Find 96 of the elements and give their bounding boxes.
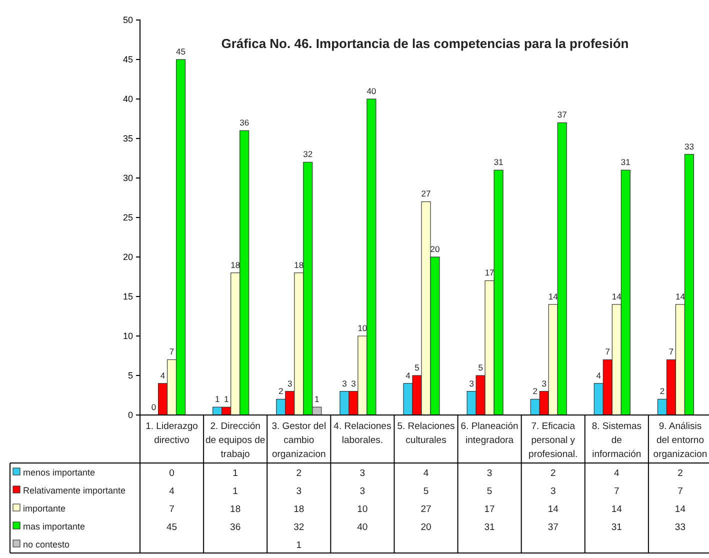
y-tick-label: 35 — [122, 133, 133, 144]
text: 4 — [406, 370, 410, 380]
y-tick-label: 50 — [122, 14, 133, 25]
y-tick-label: 10 — [122, 330, 133, 341]
x-tick-label: 7. Eficacia personal y profesional. — [528, 421, 578, 460]
x-tick-label: 2. Dirección de equipos de trabajo — [205, 421, 266, 460]
data-label: 1 — [232, 486, 238, 497]
data-label: 14 — [548, 504, 558, 515]
text: 33 — [684, 141, 694, 152]
text: Gráfica No. 46. Importancia de las competencias para la profesión — [221, 36, 629, 51]
legend-label: Relativamente importante — [23, 486, 126, 496]
data-label: 36 — [230, 522, 241, 533]
data-label: 2 — [550, 468, 556, 479]
x-tick-label: 4. Relaciones laborales. — [334, 421, 392, 446]
y-tick-label: 40 — [122, 94, 133, 104]
x-tick-label: 9. Análisis del entorno organizacion — [653, 421, 708, 460]
text: 3 — [542, 378, 546, 388]
data-label: 33 — [674, 522, 686, 533]
y-tick-label: 20 — [122, 252, 133, 262]
data-label: 2 — [678, 468, 683, 479]
text: 32 — [303, 149, 313, 160]
data-label: 1 — [232, 468, 238, 479]
text: 7 — [605, 346, 610, 357]
text: 27 — [421, 188, 431, 199]
data-label: 3 — [360, 468, 366, 479]
data-label: 40 — [357, 522, 368, 533]
text: 37 — [557, 110, 567, 120]
x-tick-label: 8. Sistemas de información — [592, 421, 642, 460]
text: 3 — [469, 378, 474, 388]
data-label: 27 — [420, 504, 432, 515]
text: 7 — [169, 346, 174, 357]
text: 14 — [612, 291, 622, 302]
x-tick-label: 3. Gestor del cambio organizacion — [272, 421, 326, 460]
text: 40 — [366, 86, 376, 96]
data-label: 3 — [550, 486, 556, 497]
data-label: 3 — [296, 486, 302, 497]
legend-label: mas importante — [23, 522, 86, 532]
data-label: 7 — [614, 486, 620, 497]
text: 4 — [596, 370, 602, 380]
text: 4 — [160, 370, 166, 380]
data-label: 45 — [166, 522, 178, 533]
legend-label: importante — [23, 504, 66, 514]
text: 2 — [532, 386, 538, 396]
data-label: 1 — [314, 394, 320, 404]
legend-label: menos importante — [23, 468, 96, 478]
data-label: 4 — [423, 468, 429, 479]
text: 31 — [494, 157, 504, 168]
data-label: 3 — [486, 468, 492, 479]
data-label: 4 — [614, 468, 620, 479]
data-label: 7 — [678, 486, 683, 497]
data-label: 10 — [357, 504, 368, 515]
data-label: 5 — [423, 486, 429, 497]
text: 2 — [278, 386, 284, 396]
text: 36 — [240, 118, 250, 128]
data-label: 18 — [230, 504, 241, 515]
text: 2 — [660, 386, 665, 396]
y-tick-label: 45 — [122, 54, 133, 64]
text: 5 — [414, 362, 420, 372]
data-label: 18 — [294, 504, 304, 515]
text: 3 — [342, 378, 347, 388]
text: 3 — [351, 378, 356, 388]
data-label: 14 — [611, 504, 622, 515]
legend-label: no contesto — [23, 540, 70, 550]
data-label: 37 — [548, 522, 558, 533]
text: 5 — [478, 362, 483, 372]
y-tick-label: 30 — [122, 172, 133, 183]
y-tick-label: 5 — [128, 370, 133, 380]
text: 7 — [668, 346, 674, 357]
data-label: 17 — [484, 504, 495, 515]
y-tick-label: 0 — [128, 410, 133, 420]
text: 17 — [484, 268, 494, 278]
x-tick-label: 6. Planeación integradora — [460, 421, 518, 446]
data-label: 4 — [169, 486, 174, 497]
text: 14 — [675, 291, 685, 302]
text: 1 — [224, 394, 229, 404]
y-tick-label: 15 — [122, 291, 133, 302]
data-label: 14 — [674, 504, 686, 515]
x-tick-label: 5. Relaciones culturales — [397, 421, 456, 446]
text: 1 — [296, 540, 302, 551]
data-label: 2 — [296, 468, 302, 479]
data-label: 31 — [611, 522, 622, 533]
data-label: 32 — [294, 522, 304, 533]
text: 14 — [548, 291, 558, 302]
data-label: 3 — [360, 486, 366, 497]
text: 1 — [214, 394, 220, 404]
text: 31 — [620, 157, 630, 168]
x-tick-label: 1. Liderazgo directivo — [146, 421, 198, 446]
data-label: 5 — [486, 486, 492, 497]
data-label: 20 — [420, 522, 432, 533]
data-label: 31 — [484, 522, 495, 533]
y-tick-label: 25 — [122, 212, 133, 222]
data-label: 7 — [169, 504, 174, 515]
text: 45 — [176, 46, 186, 56]
text: 0 — [151, 402, 156, 412]
text: 3 — [288, 378, 292, 388]
data-label: 0 — [169, 468, 174, 479]
